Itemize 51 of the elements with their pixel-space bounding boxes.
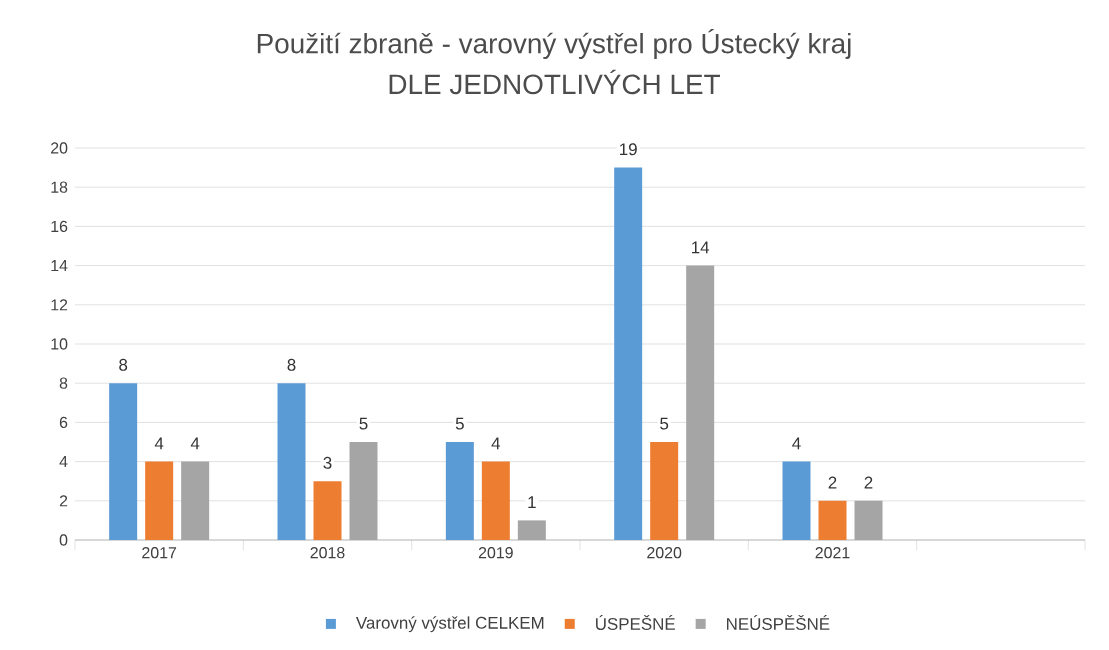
bar	[614, 167, 643, 540]
y-tick-label: 10	[51, 338, 68, 350]
data-label: 5	[455, 417, 464, 430]
legend-label: Varovný výstřel CELKEM	[355, 616, 544, 633]
bar	[782, 461, 811, 540]
x-tick-label: 2018	[310, 547, 345, 559]
chart-subtitle: DLE JEDNOTLIVÝCH LET	[389, 69, 720, 95]
y-tick-label: 6	[59, 416, 68, 429]
y-tick-label: 0	[59, 534, 68, 546]
data-label: 2	[864, 476, 873, 489]
legend-label: ÚSPEŠNÉ	[596, 615, 675, 630]
data-label: 1	[528, 496, 536, 508]
bar	[313, 481, 342, 540]
data-label: 19	[620, 143, 637, 156]
data-label: 8	[287, 358, 296, 371]
data-label: 4	[190, 437, 200, 450]
y-tick-label: 12	[51, 299, 68, 311]
x-tick-label: 2019	[478, 547, 513, 559]
bar	[650, 442, 679, 540]
bar	[517, 520, 546, 540]
data-label: 4	[792, 437, 801, 450]
data-label: 14	[692, 241, 710, 254]
bar	[481, 461, 510, 540]
y-tick-label: 20	[51, 142, 68, 154]
bar	[349, 442, 378, 540]
y-tick-label: 14	[51, 260, 68, 272]
data-label: 4	[154, 437, 164, 450]
bar	[145, 461, 174, 540]
bar	[686, 265, 715, 540]
data-label: 5	[660, 417, 669, 430]
bar	[181, 461, 210, 540]
y-tick-label: 2	[59, 495, 68, 507]
y-tick-label: 16	[51, 220, 68, 233]
bar	[109, 383, 138, 540]
chart-title: Použití zbraně - varovný výstřel pro Ústecký kraj	[257, 29, 851, 59]
bar	[818, 500, 847, 540]
legend-label: NEÚSPĚŠNÉ	[727, 615, 830, 630]
x-tick-label: 2020	[647, 547, 682, 559]
bar	[854, 500, 883, 540]
data-label: 8	[119, 358, 128, 371]
bar	[445, 442, 474, 540]
data-label: 5	[359, 417, 368, 430]
bar	[277, 383, 306, 540]
y-tick-label: 8	[59, 377, 68, 389]
data-label: 4	[491, 437, 501, 450]
y-tick-label: 18	[51, 181, 68, 193]
x-tick-label: 2021	[815, 547, 850, 559]
y-tick-label: 4	[59, 456, 68, 468]
data-label: 3	[323, 456, 332, 469]
x-tick-label: 2017	[142, 547, 177, 559]
data-label: 2	[828, 476, 837, 489]
